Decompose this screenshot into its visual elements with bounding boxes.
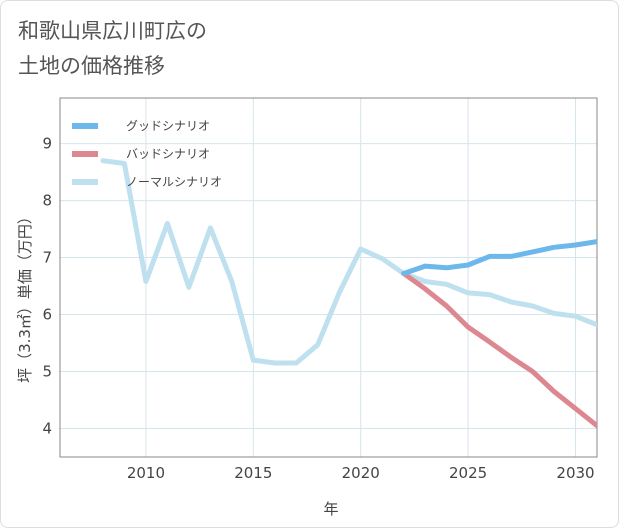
- legend-label: グッドシナリオ: [126, 119, 210, 133]
- x-axis-label: 年: [323, 500, 338, 518]
- y-tick-label: 5: [42, 363, 52, 381]
- y-tick-label: 9: [42, 135, 52, 153]
- x-tick-label: 2015: [234, 464, 272, 482]
- x-tick-label: 2020: [342, 464, 380, 482]
- y-axis-label: 坪（3.3㎡）単価（万円）: [16, 209, 34, 383]
- legend-label: ノーマルシナリオ: [126, 175, 222, 189]
- y-tick-label: 8: [42, 192, 52, 210]
- chart-title: 和歌山県広川町広の 土地の価格推移: [18, 19, 207, 78]
- y-tick-label: 6: [42, 306, 52, 324]
- x-axis-ticks: 2010 2015 2020 2025 2030: [127, 464, 595, 482]
- plot-frame: [59, 97, 598, 458]
- y-axis-ticks: 4 5 6 7 8 9: [42, 135, 52, 438]
- legend-label: バッドシナリオ: [126, 147, 210, 161]
- series-line-0: [401, 239, 597, 276]
- y-tick-label: 7: [42, 249, 52, 267]
- x-tick-label: 2025: [449, 464, 487, 482]
- series-line-2: [100, 158, 597, 366]
- x-tick-label: 2030: [556, 464, 594, 482]
- grid: [60, 98, 597, 457]
- y-tick-label: 4: [42, 420, 52, 438]
- series-lines: [100, 158, 597, 429]
- x-tick-label: 2010: [127, 464, 165, 482]
- series-line-1: [401, 271, 597, 429]
